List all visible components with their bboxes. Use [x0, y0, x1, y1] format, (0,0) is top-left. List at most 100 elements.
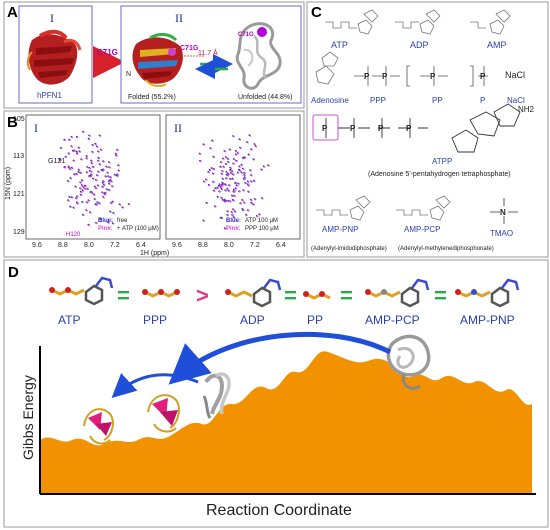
amp-pcp-label: AMP-PCP — [404, 225, 440, 234]
nmr-peak-bound — [221, 217, 224, 220]
nmr-peak-bound — [237, 152, 240, 155]
nmr-peak-bound — [99, 135, 102, 137]
nmr-peak-bound — [102, 169, 105, 172]
panel-d: D — [3, 259, 549, 528]
nmr-peak-bound — [91, 192, 94, 195]
tmao-structure-icon — [490, 198, 518, 224]
nmr-peak-bound — [243, 202, 246, 204]
nmr-peak-bound — [87, 166, 89, 169]
nmr-peak-bound — [69, 196, 71, 199]
nmr-peak-bound — [234, 195, 236, 198]
nmr-peak-bound — [78, 169, 81, 172]
nmr-peak-bound — [253, 180, 256, 183]
y-tick-105: 105 — [13, 116, 25, 123]
nmr-peak-bound — [219, 191, 221, 193]
x-tick-88: 8.8 — [58, 242, 68, 249]
label-amp-pcp: AMP-PCP — [365, 313, 420, 327]
nmr-peak-bound — [206, 202, 209, 205]
nmr-peak-bound — [203, 144, 206, 146]
nmr-peak-bound — [239, 170, 242, 172]
nmr-peak-bound — [228, 173, 230, 176]
nmr-peak-bound — [213, 168, 216, 171]
x-tick-64: 6.4 — [136, 242, 146, 249]
nmr-peak-bound — [249, 134, 252, 137]
svg-text:P: P — [382, 72, 388, 81]
nmr-peak-bound — [98, 151, 100, 153]
nmr-peak-bound — [253, 158, 256, 161]
pp-structure-icon — [406, 65, 474, 87]
nmr-peak-bound — [80, 191, 83, 194]
nmr-peak-bound — [233, 158, 236, 161]
nmr-peak-bound — [225, 184, 228, 186]
nmr-peak-bound — [242, 157, 245, 160]
equals-3: = — [340, 283, 353, 308]
nmr-peak-bound — [236, 185, 239, 187]
amp-pcp-structure-icon — [396, 195, 451, 221]
y-axis-title: Gibbs Energy — [20, 375, 36, 460]
nmr-peak-bound — [113, 212, 115, 215]
nmr-peak-bound — [81, 184, 84, 187]
nmr-peak-bound — [108, 161, 111, 164]
x2-tick-96: 9.6 — [172, 242, 182, 249]
panel-b: B I 105 113 121 129 15N (ppm) 9.6 8.8 8.… — [3, 110, 305, 258]
x2-tick-80: 8.0 — [224, 242, 234, 249]
nmr-peak-bound — [231, 211, 234, 214]
nmr-peak-bound — [88, 224, 91, 227]
nmr-peak-bound — [261, 169, 263, 171]
svg-text:P: P — [406, 124, 412, 133]
svg-text:P: P — [378, 124, 384, 133]
ppp-structure-icon — [354, 66, 400, 86]
nmr-peak-bound — [95, 187, 98, 190]
nmr-peak-bound — [103, 160, 105, 163]
nmr-peak-bound — [109, 166, 111, 169]
nmr-peak-bound — [234, 211, 237, 213]
nmr-peak-bound — [122, 206, 124, 209]
tmao-label: TMAO — [490, 229, 513, 238]
nmr-peak-bound — [239, 138, 242, 141]
adp-molecule-icon — [225, 278, 282, 308]
nmr-peak-bound — [242, 199, 244, 202]
nmr-peak-bound — [219, 184, 222, 186]
atpp-full-label: (Adenosine 5'-pentahydrogen tetraphospha… — [368, 171, 511, 178]
nmr-peak-bound — [88, 138, 91, 141]
nmr-peak-bound — [221, 188, 224, 191]
nmr-peak-bound — [89, 135, 91, 137]
nmr-peak-bound — [244, 172, 246, 175]
nmr-peak-bound — [81, 179, 84, 182]
nmr-peak-bound — [246, 141, 249, 144]
nmr-peak-bound — [115, 154, 118, 157]
legend-2-blue-val: ATP 100 μM — [245, 218, 278, 224]
nmr-peak-bound — [233, 217, 236, 219]
nmr-peak-bound — [89, 211, 92, 214]
atp-label: ATP — [331, 40, 348, 50]
nmr-peak-bound — [208, 184, 211, 187]
nmr-peak-bound — [225, 156, 228, 159]
nmr-peak-bound — [247, 183, 250, 186]
panel-a-sub1: I — [50, 11, 54, 25]
panel-b-sub2: II — [174, 121, 182, 135]
nmr-peak-bound — [100, 149, 103, 152]
greater-than: > — [196, 283, 209, 308]
nmr-peak-bound — [75, 197, 78, 200]
nmr-peak-bound — [199, 153, 202, 156]
nmr-peak-bound — [118, 170, 121, 172]
nmr-peak-bound — [248, 154, 251, 156]
nmr-peak-bound — [93, 194, 96, 196]
nmr-peak-bound — [240, 147, 242, 150]
panel-a-sub2: II — [175, 11, 183, 25]
nmr-peak-bound — [214, 205, 217, 208]
nmr-peak-bound — [215, 187, 218, 190]
nmr-peak-bound — [91, 174, 93, 176]
nmr-peak-bound — [233, 191, 236, 194]
nmr-peak-bound — [97, 160, 100, 163]
nmr-peak-bound — [254, 198, 257, 201]
p-label: P — [480, 96, 485, 105]
nmr-spectrum-1 — [25, 114, 161, 240]
nmr-peak-bound — [212, 140, 214, 142]
nmr-peak-bound — [87, 188, 89, 191]
atp-structure-icon — [325, 9, 379, 35]
x2-tick-72: 7.2 — [250, 242, 260, 249]
nmr-peak-bound — [116, 175, 119, 178]
nmr-peak-bound — [112, 222, 115, 225]
